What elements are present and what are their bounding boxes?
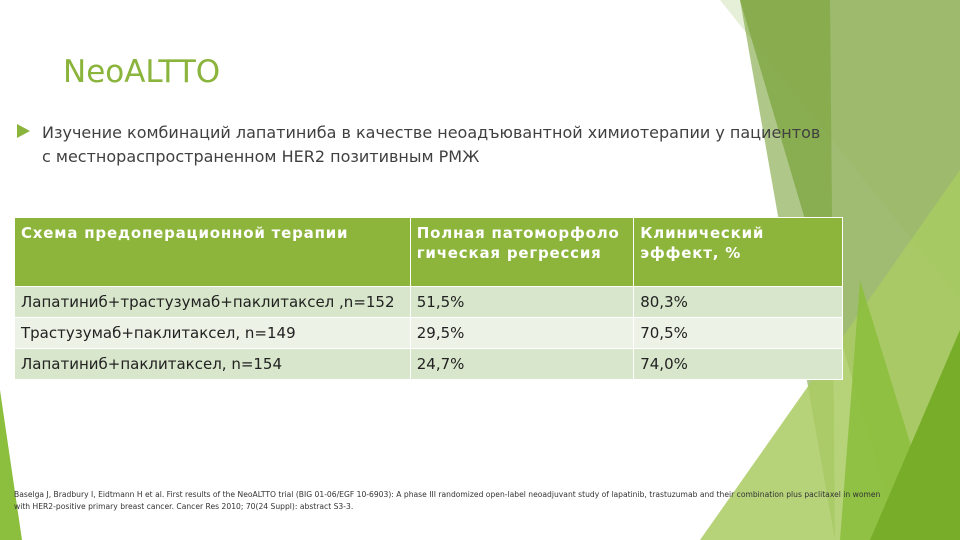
title: NeoALTTO	[63, 54, 221, 90]
cell: Лапатиниб+паклитаксел, n=154	[14, 348, 411, 380]
cell: 51,5%	[409, 286, 635, 318]
header-row: Схема предоперационной терапии Полная па…	[14, 217, 843, 287]
header-cell: Схема предоперационной терапии	[14, 217, 411, 287]
reference: Baselga J, Bradbury I, Eidtmann H et al.…	[14, 490, 881, 511]
cell: 70,5%	[633, 317, 843, 349]
row: Трастузумаб+паклитаксел, n=149 29,5% 70,…	[14, 317, 843, 349]
header-cell: Полная патоморфологическая регрессия	[409, 217, 635, 287]
cell: Трастузумаб+паклитаксел, n=149	[14, 317, 411, 349]
row: Лапатиниб+трастузумаб+паклитаксел ,n=152…	[14, 286, 843, 318]
table: Схема предоперационной терапии Полная па…	[14, 217, 843, 380]
deco-shape	[0, 390, 22, 540]
bullet-mark	[17, 124, 30, 138]
cell: 74,0%	[633, 348, 843, 380]
cell: Лапатиниб+трастузумаб+паклитаксел ,n=152	[14, 286, 411, 318]
deco-shape	[870, 330, 960, 540]
row: Лапатиниб+паклитаксел, n=154 24,7% 74,0%	[14, 348, 843, 380]
cell: 29,5%	[409, 317, 635, 349]
bullet-text: Изучение комбинаций лапатиниба в качеств…	[42, 123, 821, 166]
cell: 24,7%	[409, 348, 635, 380]
cell: 80,3%	[633, 286, 843, 318]
header-cell: Клинический эффект, %	[633, 217, 843, 287]
